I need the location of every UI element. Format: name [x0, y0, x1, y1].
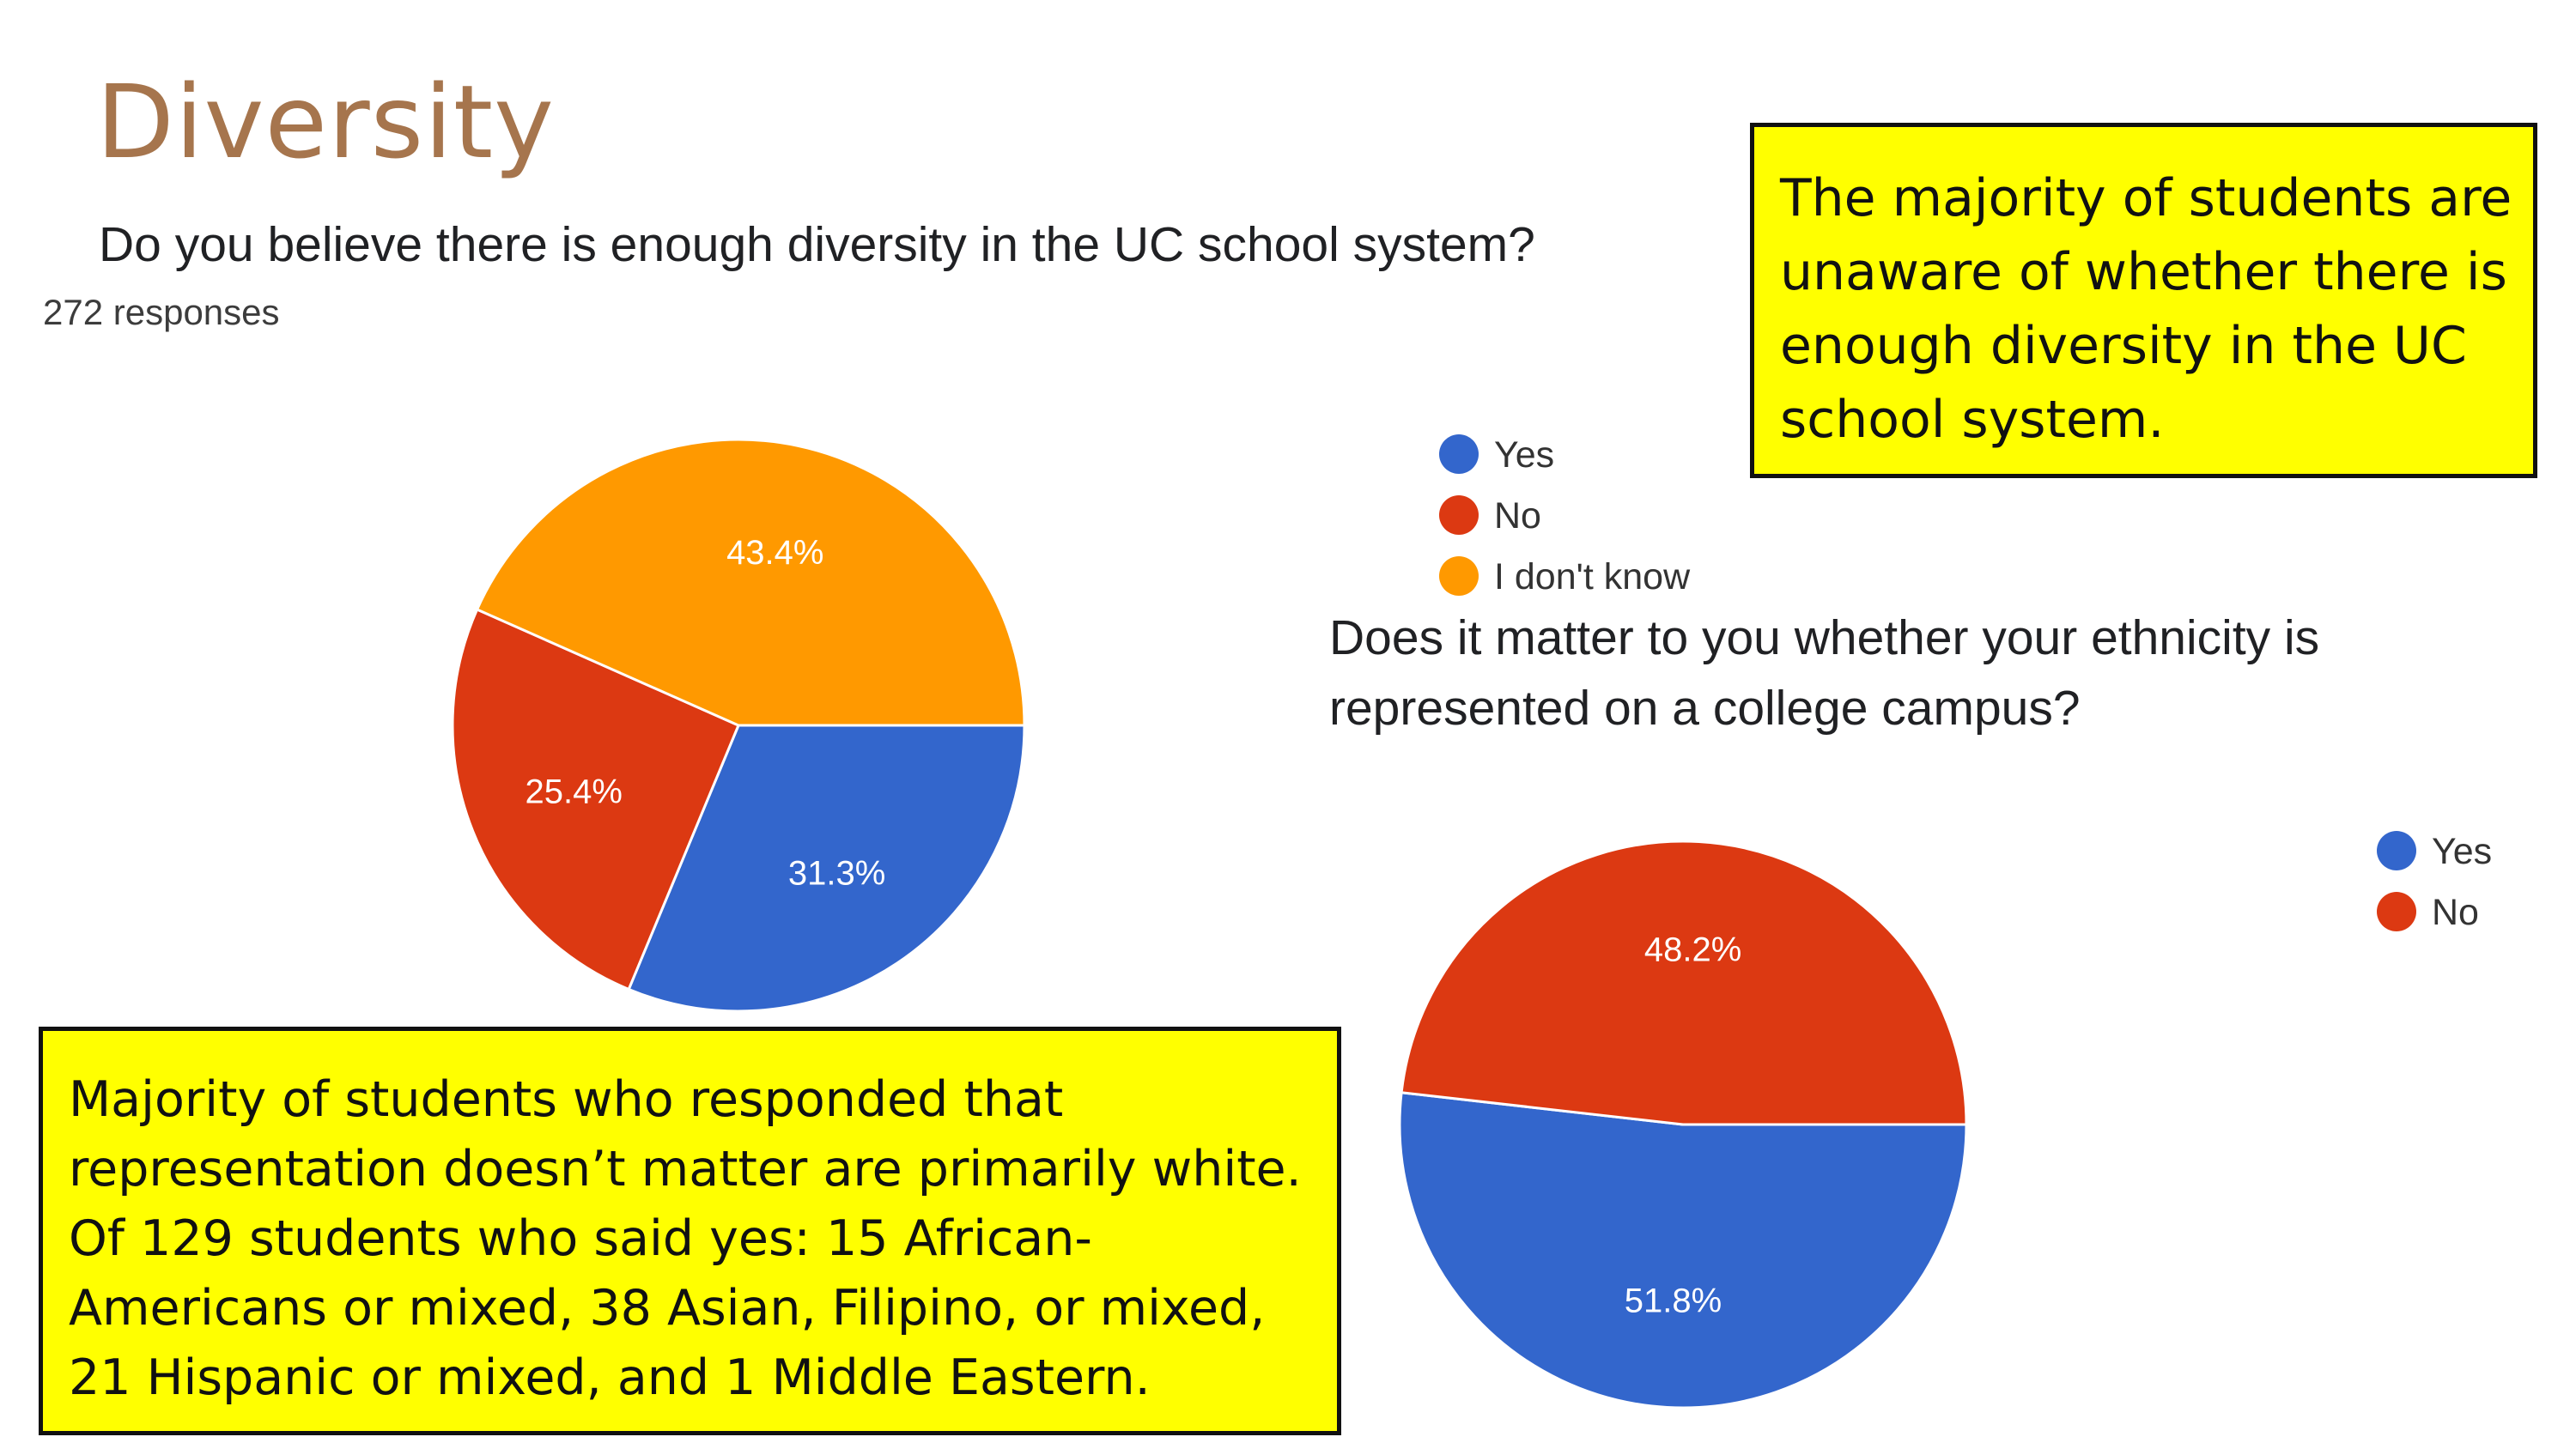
legend-swatch: [2377, 831, 2416, 870]
callout-unaware-note: The majority of students are unaware of …: [1750, 123, 2537, 478]
legend-label: Yes: [1494, 434, 1555, 476]
pie-slice-i-don-t-know: [475, 438, 1026, 727]
pie-chart-diversity: 31.3% 25.4% 43.4%: [451, 438, 1026, 1013]
slice-label-i-don-t-know: 43.4%: [726, 534, 823, 572]
legend-swatch: [1439, 495, 1479, 535]
pie-chart-representation: 51.8% 48.2%: [1398, 840, 1968, 1410]
legend-label: Yes: [2432, 831, 2493, 872]
slice-label-no: 48.2%: [1644, 931, 1741, 969]
slide-title: Diversity: [96, 63, 555, 181]
legend-swatch: [1439, 434, 1479, 474]
pie-slice-no: [451, 608, 740, 991]
pie-slice-yes: [627, 724, 1026, 1013]
legend-label: I don't know: [1494, 556, 1691, 597]
legend-label: No: [1494, 495, 1541, 537]
slice-label-yes: 31.3%: [788, 855, 885, 893]
legend-diversity: Yes No I don't know: [1439, 429, 1731, 601]
question-2-title: Does it matter to you whether your ethni…: [1329, 610, 2320, 736]
pie-slice-yes: [1398, 1091, 1968, 1410]
slice-label-yes: 51.8%: [1625, 1282, 1722, 1319]
pie-slice-no: [1400, 840, 1968, 1126]
slice-label-no: 25.4%: [526, 773, 623, 811]
legend-swatch: [1439, 556, 1479, 596]
legend-label: No: [2432, 892, 2479, 933]
question-1-response-count: 272 responses: [43, 292, 280, 332]
question-1-title: Do you believe there is enough diversity…: [99, 217, 1535, 272]
legend-representation: Yes No: [2377, 826, 2549, 946]
legend-swatch: [2377, 892, 2416, 931]
callout-representation-note: Majority of students who responded that …: [39, 1027, 1341, 1435]
